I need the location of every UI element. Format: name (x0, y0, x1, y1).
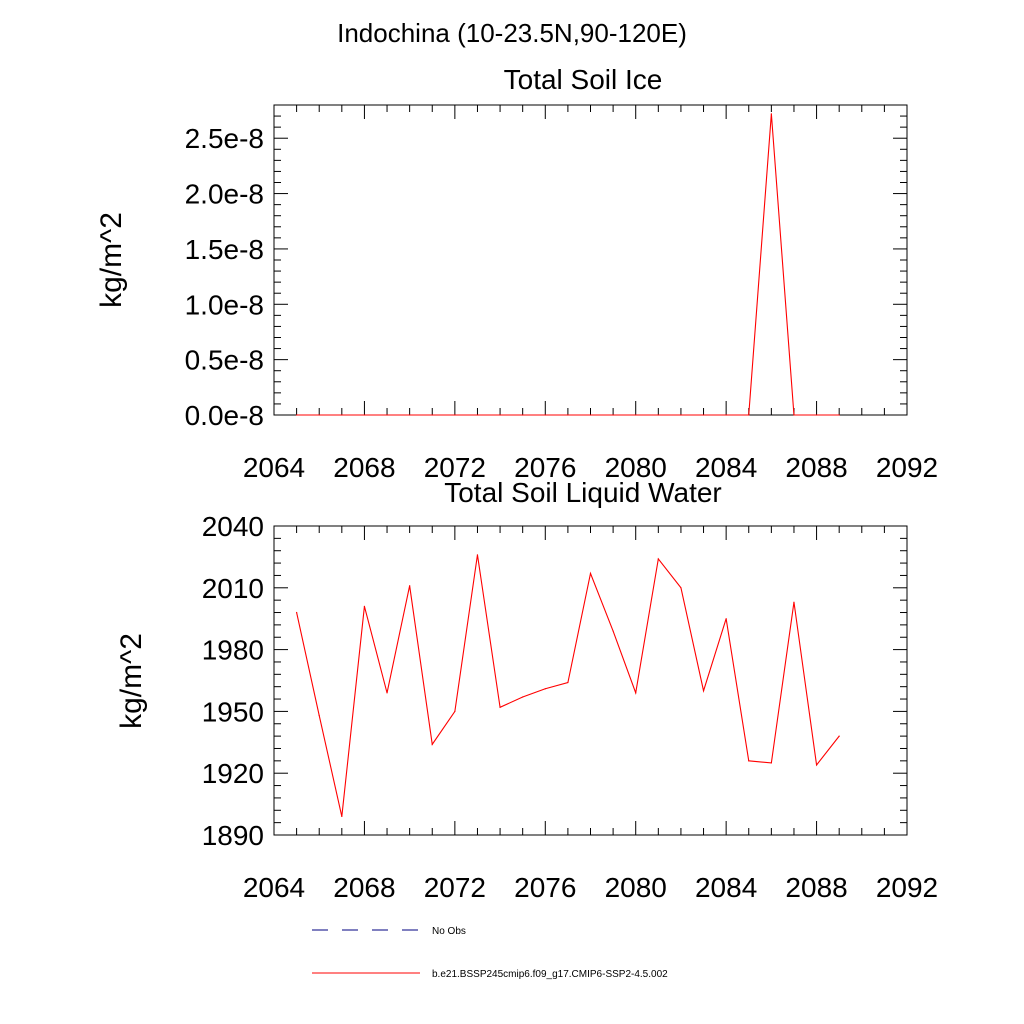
data-point (793, 414, 795, 416)
data-point (341, 414, 343, 416)
legend-label-no-obs: No Obs (432, 926, 466, 937)
data-point (409, 585, 411, 587)
data-point (680, 587, 682, 589)
data-point (815, 414, 818, 416)
data-point (635, 692, 637, 694)
data-point (318, 714, 320, 717)
x-tick-label: 2084 (695, 452, 757, 483)
y-axis-label: kg/m^2 (115, 633, 148, 729)
data-point (454, 414, 456, 416)
y-tick-label: 1920 (202, 758, 264, 789)
data-point (431, 414, 433, 416)
x-tick-label: 2076 (514, 872, 576, 903)
data-point (522, 696, 524, 698)
data-point (499, 706, 501, 708)
data-point (838, 735, 840, 737)
y-tick-label: 2.5e-8 (185, 123, 264, 154)
data-point (770, 762, 772, 764)
data-point (589, 414, 592, 416)
data-point (296, 414, 298, 416)
x-tick-label: 2072 (424, 872, 486, 903)
data-point (770, 113, 772, 115)
data-point (612, 630, 614, 632)
data-point (363, 605, 366, 607)
data-point (567, 681, 569, 684)
x-tick-label: 2076 (514, 452, 576, 483)
x-tick-label: 2064 (243, 452, 305, 483)
x-tick-label: 2064 (243, 872, 305, 903)
chart-panel-soil-liquid-water: Total Soil Liquid Water kg/m^2 2064 2068 2… (115, 477, 938, 903)
data-point (748, 414, 750, 416)
data-point (522, 414, 524, 416)
data-point (657, 558, 659, 560)
y-axis-label: kg/m^2 (95, 212, 128, 308)
data-point (544, 414, 546, 416)
data-point (296, 611, 298, 614)
data-point (476, 554, 479, 556)
y-tick-label: 1980 (202, 635, 264, 666)
x-tick-label: 2092 (876, 452, 938, 483)
legend-label-model: b.e21.BSSP245cmip6.f09_g17.CMIP6-SSP2-4.… (432, 969, 668, 980)
data-point (363, 414, 366, 416)
y-tick-label: 1.5e-8 (185, 234, 264, 265)
x-tick-label: 2084 (695, 872, 757, 903)
data-point (386, 692, 388, 694)
y-tick-label: 1890 (202, 820, 264, 851)
data-point (793, 601, 795, 603)
x-tick-label: 2080 (605, 452, 667, 483)
x-tick-label: 2088 (785, 452, 847, 483)
data-point (657, 414, 659, 416)
figure-suptitle: Indochina (10-23.5N,90-120E) (337, 18, 687, 48)
chart-title: Total Soil Ice (504, 64, 663, 95)
series-line-0 (296, 554, 840, 817)
data-point (612, 414, 614, 416)
data-point (341, 815, 343, 818)
data-point (567, 414, 569, 416)
y-tick-label: 0.5e-8 (185, 345, 264, 376)
x-tick-label: 2068 (333, 872, 395, 903)
y-tick-label: 1950 (202, 696, 264, 727)
y-tick-label: 0.0e-8 (185, 400, 264, 431)
chart-title: Total Soil Liquid Water (444, 477, 722, 508)
y-tick-label: 1.0e-8 (185, 289, 264, 320)
y-tick-label: 2010 (202, 573, 264, 604)
data-point (725, 618, 727, 620)
data-point (318, 414, 320, 416)
data-point (635, 414, 637, 416)
data-point (702, 690, 705, 692)
chart-panel-soil-ice: Total Soil Ice kg/m^2 2064 2068 2072 2076 20… (95, 64, 938, 483)
y-tick-label: 2040 (202, 511, 264, 542)
x-tick-label: 2088 (785, 872, 847, 903)
data-point (454, 710, 456, 713)
data-point (815, 764, 818, 766)
data-point (386, 414, 388, 416)
data-point (589, 572, 592, 574)
series-line-0 (296, 113, 840, 416)
data-point (409, 414, 411, 416)
data-point (680, 414, 682, 416)
y-tick-label: 2.0e-8 (185, 179, 264, 210)
x-tick-label: 2072 (424, 452, 486, 483)
x-tick-label: 2092 (876, 872, 938, 903)
data-point (476, 414, 479, 416)
data-point (431, 743, 433, 745)
data-point (725, 414, 727, 416)
x-tick-label: 2068 (333, 452, 395, 483)
data-point (702, 414, 705, 416)
data-point (544, 688, 546, 690)
data-point (499, 414, 501, 416)
plot-frame (273, 104, 908, 416)
x-tick-label: 2080 (605, 872, 667, 903)
data-point (748, 760, 750, 762)
data-point (838, 414, 840, 416)
legend: No Obs b.e21.BSSP245cmip6.f09_g17.CMIP6-… (312, 926, 668, 980)
